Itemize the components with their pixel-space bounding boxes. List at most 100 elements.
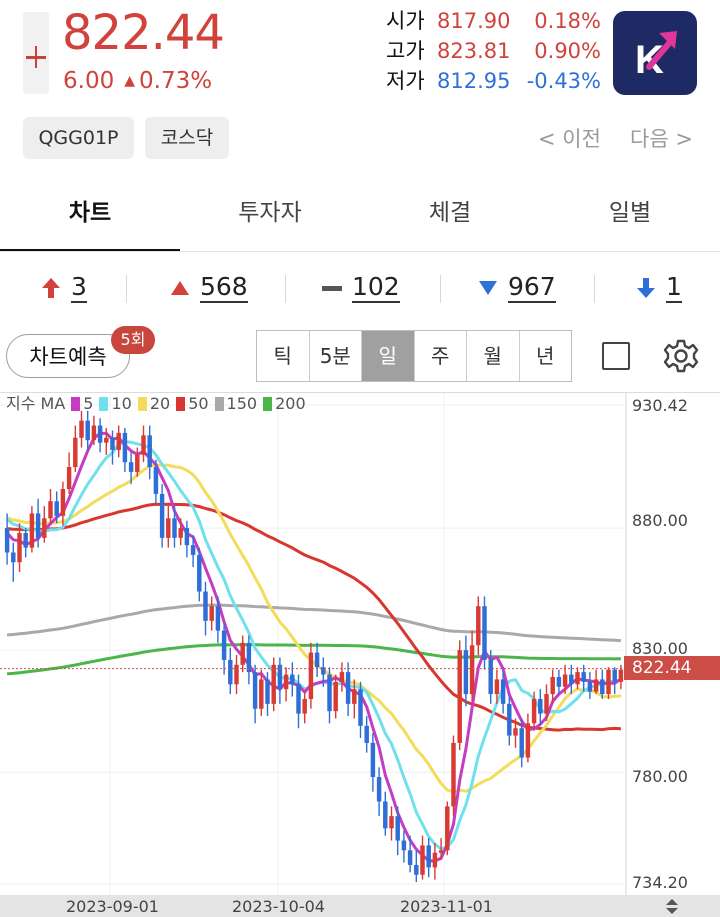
candle-body xyxy=(575,672,580,685)
candle-body xyxy=(389,816,394,829)
candle-body xyxy=(296,684,301,714)
candle-body xyxy=(482,606,487,660)
candle-body xyxy=(562,674,568,687)
y-tick-label: 780.00 xyxy=(632,767,688,786)
candle-body xyxy=(290,674,295,685)
candle-body xyxy=(246,642,252,673)
down-count[interactable]: 967 xyxy=(478,270,556,304)
upper-limit-count[interactable]: 3 xyxy=(41,270,87,304)
ma10-label: 10 xyxy=(111,394,132,413)
divider xyxy=(594,275,595,303)
arrow-down-icon xyxy=(637,278,655,298)
candle-body xyxy=(345,672,351,704)
candle-body xyxy=(618,669,624,682)
candle-body xyxy=(308,652,314,699)
tab-trades[interactable]: 체결 xyxy=(428,200,472,226)
change-value: 6.00 xyxy=(63,68,115,94)
candle-body xyxy=(612,669,617,682)
candle-body xyxy=(531,698,537,724)
ma50-swatch xyxy=(176,397,186,411)
lower-limit-count[interactable]: 1 xyxy=(636,270,682,304)
candle-body xyxy=(166,518,171,538)
candle-body xyxy=(147,435,152,468)
candle-body xyxy=(42,518,47,538)
candle-body xyxy=(420,845,425,875)
y-tick-label: 930.42 xyxy=(632,396,688,415)
open-percent: 0.18% xyxy=(534,9,601,33)
tab-chart[interactable]: 차트 xyxy=(68,200,112,226)
ma10-swatch xyxy=(99,397,109,411)
candle-body xyxy=(128,462,134,472)
candle-body xyxy=(401,840,407,851)
candle-body xyxy=(327,674,332,712)
candle-body xyxy=(48,501,53,519)
logo-letter: K xyxy=(635,38,664,82)
candle-body xyxy=(302,698,307,714)
high-value: 823.81 xyxy=(437,39,511,63)
y-tick-label: 734.20 xyxy=(632,873,688,892)
low-label: 저가 xyxy=(386,69,425,93)
dash-icon xyxy=(322,286,342,291)
candle-body xyxy=(513,728,518,736)
period-day[interactable]: 일 xyxy=(362,331,415,381)
candle-body xyxy=(426,845,431,868)
ma50-label: 50 xyxy=(188,394,209,413)
fullscreen-toggle-icon[interactable] xyxy=(602,342,630,370)
candle-body xyxy=(352,689,357,704)
up-triangle-icon: ▲ xyxy=(124,73,135,89)
period-year[interactable]: 년 xyxy=(536,344,555,368)
candle-body xyxy=(544,694,549,714)
current-price-tag: 822.44 xyxy=(624,656,720,680)
low-percent: -0.43% xyxy=(526,69,601,93)
candle-body xyxy=(197,554,202,592)
ma5-swatch xyxy=(71,397,81,411)
chart-predict-button[interactable]: 차트예측 xyxy=(6,334,130,378)
divider xyxy=(126,275,127,303)
ma200-line xyxy=(6,643,621,676)
period-week[interactable]: 주 xyxy=(415,331,467,381)
candle-body xyxy=(265,679,270,704)
up-count[interactable]: 568 xyxy=(170,270,248,304)
y-tick-label: 830.00 xyxy=(632,639,688,658)
candle-body xyxy=(321,667,326,675)
flat-count[interactable]: 102 xyxy=(322,270,400,304)
candle-body xyxy=(203,591,208,621)
ma20-line xyxy=(6,463,622,794)
ma5-label: 5 xyxy=(83,394,94,413)
period-month[interactable]: 월 xyxy=(467,331,520,381)
next-link[interactable]: 다음 > xyxy=(630,127,693,151)
app-logo-icon[interactable]: K xyxy=(613,11,697,95)
candle-body xyxy=(85,420,90,441)
candle-body xyxy=(407,850,413,865)
candle-body xyxy=(314,652,320,668)
candle-body xyxy=(457,650,462,743)
up-value: 568 xyxy=(200,272,248,303)
scroll-arrows-icon[interactable] xyxy=(664,898,680,915)
period-tick[interactable]: 틱 xyxy=(257,331,310,381)
candle-body xyxy=(383,801,388,829)
candle-body xyxy=(451,742,456,807)
tab-investor[interactable]: 투자자 xyxy=(238,200,302,226)
price-change: 6.00 ▲ 0.73% xyxy=(63,66,212,96)
candlestick-chart[interactable] xyxy=(0,393,720,895)
code-chip[interactable]: QGG01P xyxy=(23,117,134,159)
candle-body xyxy=(122,432,128,463)
arrow-up-icon xyxy=(42,278,60,298)
candle-body xyxy=(259,679,264,709)
settings-gear-icon[interactable] xyxy=(663,338,699,374)
prev-link[interactable]: < 이전 xyxy=(538,127,601,151)
divider xyxy=(440,275,441,303)
candle-body xyxy=(438,850,444,853)
open-value: 817.90 xyxy=(437,9,511,33)
market-chip[interactable]: 코스닥 xyxy=(145,117,229,159)
candle-body xyxy=(228,659,233,685)
period-5min[interactable]: 5분 xyxy=(310,331,362,381)
candle-body xyxy=(364,725,369,743)
candle-body xyxy=(519,728,524,758)
candle-body xyxy=(79,420,84,438)
candle-body xyxy=(538,698,543,714)
candle-body xyxy=(494,679,500,695)
candle-body xyxy=(283,674,289,690)
candle-body xyxy=(184,528,190,546)
tab-daily[interactable]: 일별 xyxy=(608,200,652,226)
